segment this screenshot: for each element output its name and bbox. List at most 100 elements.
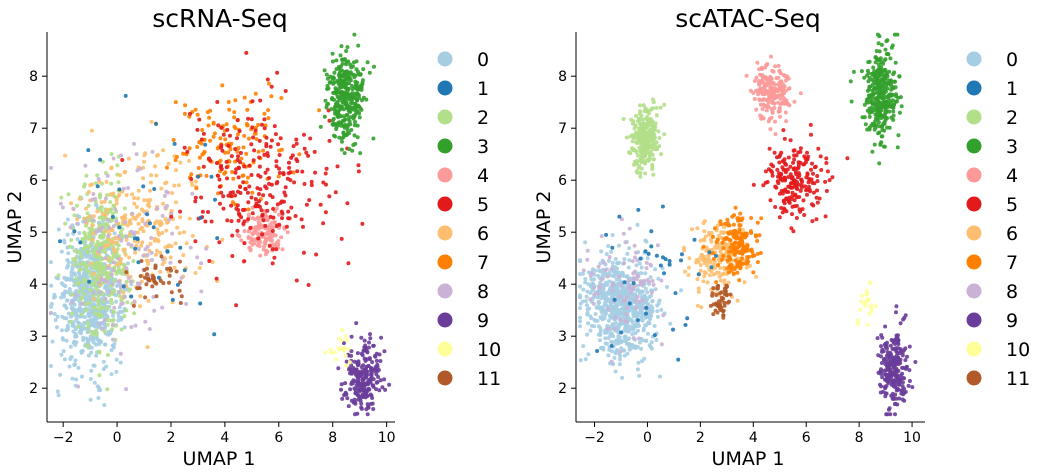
point-cluster-11 xyxy=(721,315,726,320)
point-cluster-7 xyxy=(193,107,198,112)
point-cluster-7 xyxy=(253,91,258,96)
point-cluster-5 xyxy=(783,170,788,175)
point-cluster-7 xyxy=(730,232,735,236)
point-cluster-3 xyxy=(871,65,876,70)
point-cluster-9 xyxy=(353,369,358,374)
point-cluster-8 xyxy=(628,290,633,295)
point-cluster-5 xyxy=(236,175,241,180)
point-cluster-6 xyxy=(695,226,700,231)
point-cluster-6 xyxy=(110,228,115,233)
point-cluster-6 xyxy=(155,248,159,253)
point-cluster-2 xyxy=(654,105,659,110)
point-cluster-3 xyxy=(872,142,877,147)
point-cluster-9 xyxy=(368,372,373,377)
point-cluster-6 xyxy=(105,207,110,212)
point-cluster-5 xyxy=(786,199,791,204)
point-cluster-8 xyxy=(49,310,53,315)
y-tick-label: 4 xyxy=(29,277,38,293)
point-cluster-7 xyxy=(714,280,719,285)
point-cluster-7 xyxy=(737,278,742,283)
point-cluster-8 xyxy=(122,294,127,299)
point-cluster-6 xyxy=(146,201,151,206)
point-cluster-8 xyxy=(630,259,635,264)
point-cluster-3 xyxy=(889,101,894,106)
point-cluster-4 xyxy=(787,103,792,108)
point-cluster-4 xyxy=(764,63,769,67)
point-cluster-6 xyxy=(109,166,114,171)
point-cluster-2 xyxy=(120,271,125,276)
point-cluster-8 xyxy=(179,275,184,280)
point-cluster-2 xyxy=(115,163,120,168)
point-cluster-6 xyxy=(187,158,192,163)
point-cluster-4 xyxy=(765,90,770,95)
point-cluster-1 xyxy=(154,121,158,126)
y-tick-label: 8 xyxy=(29,69,38,85)
point-cluster-7 xyxy=(250,190,255,195)
point-cluster-0 xyxy=(55,314,60,319)
point-cluster-7 xyxy=(230,170,235,174)
point-cluster-10 xyxy=(323,350,328,355)
point-cluster-2 xyxy=(90,305,95,310)
point-cluster-2 xyxy=(105,271,110,276)
point-cluster-7 xyxy=(727,223,732,228)
point-cluster-7 xyxy=(751,253,756,258)
point-cluster-6 xyxy=(163,217,168,221)
point-cluster-9 xyxy=(359,401,364,406)
point-cluster-8 xyxy=(121,186,126,191)
point-cluster-9 xyxy=(367,357,372,362)
point-cluster-0 xyxy=(63,284,68,289)
point-cluster-5 xyxy=(795,187,800,191)
point-cluster-0 xyxy=(586,321,591,326)
point-cluster-5 xyxy=(193,239,198,244)
point-cluster-1 xyxy=(147,221,152,226)
point-cluster-0 xyxy=(647,315,652,320)
point-cluster-11 xyxy=(154,294,159,299)
point-cluster-8 xyxy=(119,153,123,158)
point-cluster-7 xyxy=(173,158,178,163)
point-cluster-2 xyxy=(96,313,101,318)
point-cluster-8 xyxy=(111,268,116,273)
point-cluster-6 xyxy=(145,198,150,203)
point-cluster-9 xyxy=(374,380,379,385)
point-cluster-5 xyxy=(287,216,292,221)
point-cluster-5 xyxy=(215,100,220,104)
point-cluster-5 xyxy=(235,228,240,233)
point-cluster-6 xyxy=(709,269,714,274)
point-cluster-0 xyxy=(55,389,60,394)
point-cluster-5 xyxy=(796,165,801,170)
point-cluster-9 xyxy=(879,344,883,349)
point-cluster-2 xyxy=(639,166,644,171)
point-cluster-2 xyxy=(80,237,85,241)
point-cluster-0 xyxy=(653,287,658,292)
point-cluster-2 xyxy=(79,254,84,259)
point-cluster-3 xyxy=(372,64,376,69)
y-tick-label: 3 xyxy=(29,329,38,345)
point-cluster-2 xyxy=(105,306,110,311)
point-cluster-0 xyxy=(630,320,635,325)
point-cluster-5 xyxy=(242,241,247,246)
point-cluster-0 xyxy=(65,265,70,270)
point-cluster-9 xyxy=(343,392,348,397)
point-cluster-3 xyxy=(334,127,339,132)
point-cluster-5 xyxy=(792,148,797,153)
point-cluster-5 xyxy=(356,169,361,174)
point-cluster-5 xyxy=(217,240,222,245)
point-cluster-5 xyxy=(257,155,262,160)
point-cluster-1 xyxy=(87,279,92,284)
point-cluster-7 xyxy=(254,137,259,142)
point-cluster-0 xyxy=(603,341,608,346)
point-cluster-0 xyxy=(613,320,618,325)
point-cluster-5 xyxy=(283,193,288,198)
point-cluster-7 xyxy=(216,191,220,196)
point-cluster-7 xyxy=(744,233,749,238)
point-cluster-6 xyxy=(153,164,158,169)
point-cluster-9 xyxy=(376,375,381,379)
point-cluster-0 xyxy=(126,261,130,266)
point-cluster-2 xyxy=(91,332,95,337)
point-cluster-3 xyxy=(371,136,376,141)
point-cluster-0 xyxy=(632,324,637,329)
point-cluster-5 xyxy=(262,117,267,122)
point-cluster-2 xyxy=(89,227,94,232)
point-cluster-4 xyxy=(250,242,255,247)
point-cluster-3 xyxy=(880,127,885,132)
